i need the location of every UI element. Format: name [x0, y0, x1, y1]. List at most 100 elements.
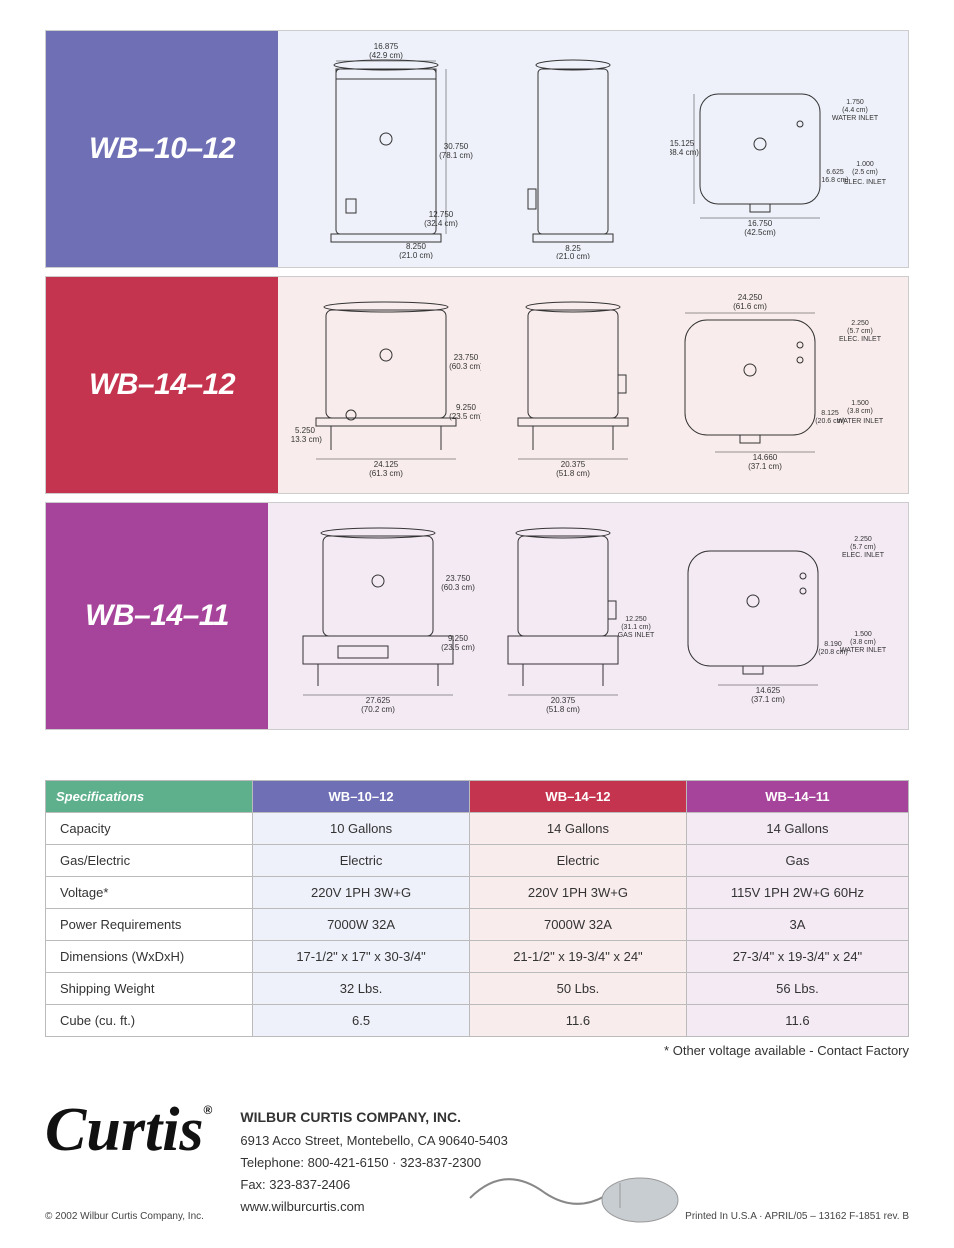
- mouse-cursor-graphic: [465, 1158, 685, 1228]
- diagram-front: 23.750 (60.3 cm) 9.250 (23.5 cm) 27.625 …: [278, 511, 478, 721]
- footer: Curtis® WILBUR CURTIS COMPANY, INC. 6913…: [45, 1106, 909, 1218]
- svg-text:(20.6 cm): (20.6 cm): [815, 418, 845, 425]
- cell: 56 Lbs.: [686, 973, 908, 1005]
- panel-wb-14-12: WB–14–12 23.750 (60.3 cm) 9.250 (23.5 cm…: [45, 276, 909, 494]
- th-c1: WB–14–12: [470, 781, 687, 813]
- svg-text:(60.3 cm): (60.3 cm): [449, 362, 481, 371]
- table-row: Dimensions (WxDxH)17-1/2" x 17" x 30-3/4…: [46, 941, 909, 973]
- row-label: Voltage*: [46, 877, 253, 909]
- panel-diagrams: 23.750 (60.3 cm) 9.250 (23.5 cm) 27.625 …: [268, 503, 908, 729]
- svg-text:12.250: 12.250: [625, 616, 647, 623]
- svg-text:14.660: 14.660: [752, 453, 777, 462]
- svg-text:1.750: 1.750: [846, 99, 864, 106]
- svg-text:5.250: 5.250: [295, 426, 316, 435]
- diagram-side: 12.250 (31.1 cm) GAS INLET 20.375 (51.8 …: [488, 511, 658, 721]
- svg-text:(37.1 cm): (37.1 cm): [751, 695, 785, 704]
- svg-text:9.250: 9.250: [448, 634, 469, 643]
- product-id: WB–14–12: [89, 368, 235, 402]
- svg-text:1.500: 1.500: [851, 400, 869, 407]
- table-header-row: Specifications WB–10–12 WB–14–12 WB–14–1…: [46, 781, 909, 813]
- svg-text:(38.4 cm): (38.4 cm): [670, 148, 699, 157]
- row-label: Capacity: [46, 813, 253, 845]
- svg-text:30.750: 30.750: [444, 142, 469, 151]
- svg-text:8.125: 8.125: [821, 410, 839, 417]
- svg-text:(37.1 cm): (37.1 cm): [748, 462, 782, 471]
- table-row: Voltage*220V 1PH 3W+G220V 1PH 3W+G115V 1…: [46, 877, 909, 909]
- svg-text:(13.3 cm): (13.3 cm): [291, 435, 322, 444]
- svg-text:24.250: 24.250: [737, 293, 762, 302]
- svg-text:(21.0 cm): (21.0 cm): [399, 251, 433, 259]
- cell: 21-1/2" x 19-3/4" x 24": [470, 941, 687, 973]
- cell: 7000W 32A: [253, 909, 470, 941]
- svg-text:27.625: 27.625: [366, 696, 391, 705]
- svg-text:12.750: 12.750: [429, 210, 454, 219]
- cell: 10 Gallons: [253, 813, 470, 845]
- svg-text:(61.3 cm): (61.3 cm): [369, 469, 403, 478]
- cell: Electric: [253, 845, 470, 877]
- diagram-top: 15.125 (38.4 cm) 16.750 (42.5cm) 1.750 (…: [670, 54, 890, 244]
- svg-text:23.750: 23.750: [454, 353, 479, 362]
- cell: 27-3/4" x 19-3/4" x 24": [686, 941, 908, 973]
- copyright: © 2002 Wilbur Curtis Company, Inc.: [45, 1211, 204, 1222]
- company-web: www.wilburcurtis.com: [240, 1199, 364, 1214]
- panel-label: WB–10–12: [46, 31, 278, 267]
- spec-table: Specifications WB–10–12 WB–14–12 WB–14–1…: [45, 780, 909, 1037]
- svg-text:23.750: 23.750: [446, 574, 471, 583]
- svg-text:(3.8 cm): (3.8 cm): [850, 639, 876, 646]
- panel-diagrams: 16.875 (42.9 cm) 30.750 (78.1 cm) 12.750…: [278, 31, 908, 267]
- row-label: Cube (cu. ft.): [46, 1005, 253, 1037]
- svg-text:(32.4 cm): (32.4 cm): [424, 219, 458, 228]
- cell: 32 Lbs.: [253, 973, 470, 1005]
- svg-text:(42.5cm): (42.5cm): [744, 228, 776, 237]
- cell: 11.6: [470, 1005, 687, 1037]
- svg-text:(5.7 cm): (5.7 cm): [847, 328, 873, 335]
- svg-text:(61.6 cm): (61.6 cm): [733, 302, 767, 311]
- row-label: Dimensions (WxDxH): [46, 941, 253, 973]
- svg-text:ELEC. INLET: ELEC. INLET: [839, 336, 882, 343]
- svg-text:1.500: 1.500: [854, 631, 872, 638]
- cell: 3A: [686, 909, 908, 941]
- svg-text:20.375: 20.375: [561, 460, 586, 469]
- svg-text:(70.2 cm): (70.2 cm): [361, 705, 395, 714]
- product-id: WB–10–12: [89, 132, 235, 166]
- th-c2: WB–14–11: [686, 781, 908, 813]
- company-phone: Telephone: 800-421-6150 · 323-837-2300: [240, 1155, 481, 1170]
- diagram-front: 23.750 (60.3 cm) 9.250 (23.5 cm) 5.250 (…: [291, 285, 481, 485]
- table-row: Power Requirements7000W 32A7000W 32A3A: [46, 909, 909, 941]
- panel-label: WB–14–12: [46, 277, 278, 493]
- cell: Electric: [470, 845, 687, 877]
- cell: 6.5: [253, 1005, 470, 1037]
- cell: 11.6: [686, 1005, 908, 1037]
- svg-text:(78.1 cm): (78.1 cm): [439, 151, 473, 160]
- cell: 220V 1PH 3W+G: [470, 877, 687, 909]
- th-c0: WB–10–12: [253, 781, 470, 813]
- cell: 50 Lbs.: [470, 973, 687, 1005]
- logo: Curtis®: [45, 1106, 212, 1156]
- svg-text:8.190: 8.190: [824, 641, 842, 648]
- table-row: Shipping Weight32 Lbs.50 Lbs.56 Lbs.: [46, 973, 909, 1005]
- diagram-side: 20.375 (51.8 cm): [498, 285, 648, 485]
- cell: 220V 1PH 3W+G: [253, 877, 470, 909]
- svg-text:(42.9 cm): (42.9 cm): [369, 51, 403, 60]
- svg-text:(31.1 cm): (31.1 cm): [621, 624, 651, 631]
- svg-text:(3.8 cm): (3.8 cm): [847, 408, 873, 415]
- svg-text:(21.0 cm): (21.0 cm): [556, 252, 590, 259]
- svg-text:8.250: 8.250: [406, 242, 427, 251]
- svg-text:(51.8 cm): (51.8 cm): [546, 705, 580, 714]
- svg-text:(51.8 cm): (51.8 cm): [556, 469, 590, 478]
- company-address: 6913 Acco Street, Montebello, CA 90640-5…: [240, 1133, 507, 1148]
- svg-text:ELEC. INLET: ELEC. INLET: [842, 552, 885, 559]
- cell: 115V 1PH 2W+G 60Hz: [686, 877, 908, 909]
- table-note: * Other voltage available - Contact Fact…: [45, 1043, 909, 1058]
- diagram-top: 2.250 (5.7 cm) ELEC. INLET 1.500 (3.8 cm…: [668, 511, 898, 721]
- svg-text:9.250: 9.250: [456, 403, 477, 412]
- company-fax: Fax: 323-837-2406: [240, 1177, 350, 1192]
- diagram-side: 8.25 (21.0 cm): [503, 39, 643, 259]
- svg-text:(4.4 cm): (4.4 cm): [842, 107, 868, 114]
- table-row: Gas/ElectricElectricElectricGas: [46, 845, 909, 877]
- svg-text:16.875: 16.875: [374, 42, 399, 51]
- svg-text:2.250: 2.250: [851, 320, 869, 327]
- panel-label: WB–14–11: [46, 503, 268, 729]
- svg-text:2.250: 2.250: [854, 536, 872, 543]
- svg-text:ELEC. INLET: ELEC. INLET: [844, 179, 887, 186]
